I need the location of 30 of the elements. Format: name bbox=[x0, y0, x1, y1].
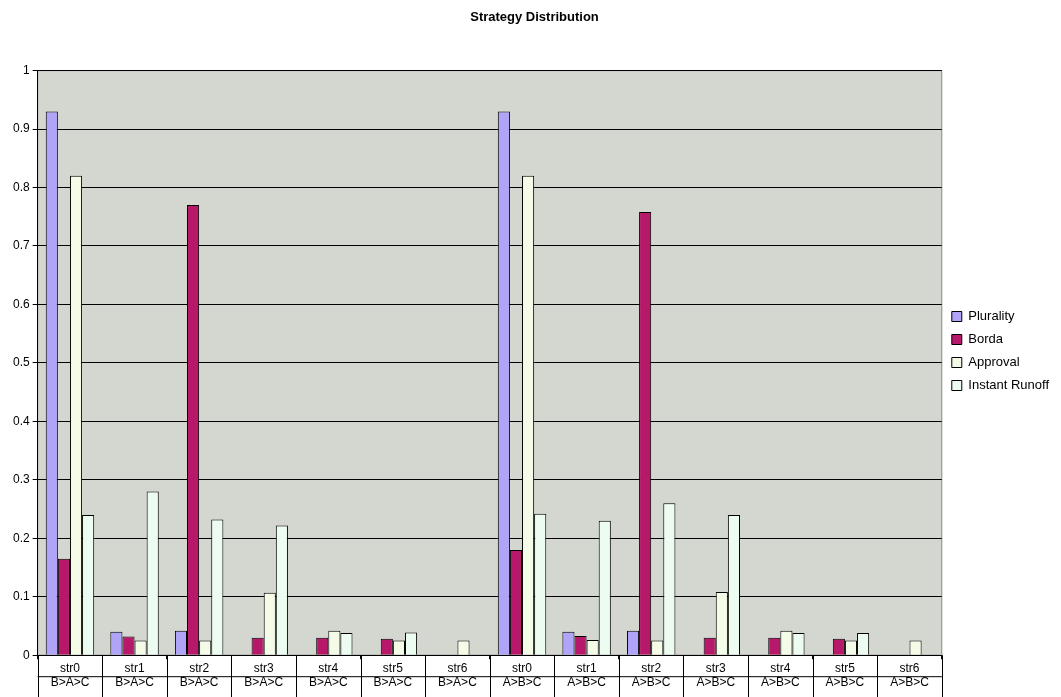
x-tick-label: str5 B>A>C bbox=[373, 660, 413, 690]
y-tick-label: 0.6 bbox=[12, 296, 30, 311]
x-tick-label: str3 A>B>C bbox=[696, 660, 736, 690]
x-tick-label: str0 B>A>C bbox=[50, 660, 90, 690]
y-tick-label: 1 bbox=[22, 62, 30, 77]
y-tick-label: 0.7 bbox=[12, 238, 30, 253]
y-tick-label: 0.3 bbox=[12, 472, 30, 487]
x-tick-label: str1 A>B>C bbox=[567, 660, 607, 690]
x-tick-label: str2 B>A>C bbox=[179, 660, 219, 690]
x-tick-label: str1 B>A>C bbox=[115, 660, 155, 690]
x-tick-label: str5 A>B>C bbox=[825, 660, 865, 690]
legend-label: Plurality bbox=[968, 308, 1016, 324]
x-tick-label: str3 B>A>C bbox=[244, 660, 284, 690]
y-tick-label: 0 bbox=[22, 647, 30, 662]
x-tick-label: str4 A>B>C bbox=[761, 660, 801, 690]
x-tick-label: str6 A>B>C bbox=[890, 660, 930, 690]
y-tick-label: 0.5 bbox=[12, 355, 30, 370]
legend-label: Instant Runoff bbox=[968, 377, 1050, 393]
chart-title: Strategy Distribution bbox=[470, 9, 599, 25]
x-tick-label: str6 B>A>C bbox=[438, 660, 478, 690]
y-tick-label: 0.1 bbox=[12, 589, 30, 604]
y-tick-label: 0.9 bbox=[12, 121, 30, 136]
x-tick-label: str0 A>B>C bbox=[502, 660, 542, 690]
y-tick-label: 0.2 bbox=[12, 530, 30, 545]
legend-label: Approval bbox=[968, 354, 1020, 370]
x-tick-label: str4 B>A>C bbox=[308, 660, 348, 690]
y-tick-label: 0.4 bbox=[12, 413, 30, 428]
x-tick-label: str2 A>B>C bbox=[631, 660, 671, 690]
y-tick-label: 0.8 bbox=[12, 179, 30, 194]
legend-label: Borda bbox=[968, 331, 1004, 347]
